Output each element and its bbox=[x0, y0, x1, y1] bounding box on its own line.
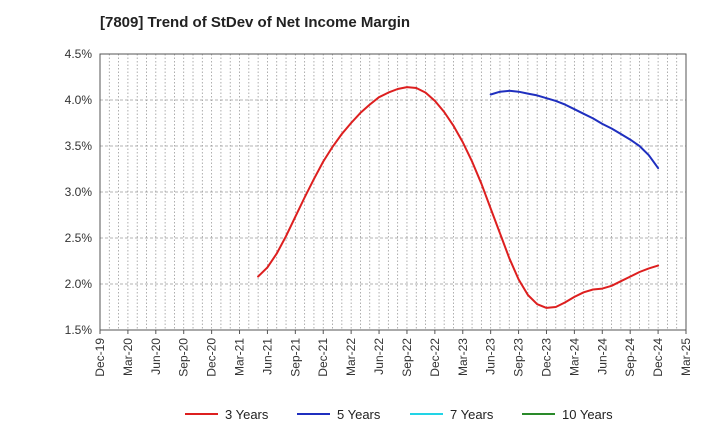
x-tick-label: Dec-19 bbox=[93, 338, 107, 377]
x-tick-label: Mar-20 bbox=[121, 338, 135, 376]
series-lines bbox=[257, 86, 660, 309]
x-tick-label: Dec-24 bbox=[651, 338, 665, 377]
legend-label-7-years: 7 Years bbox=[450, 407, 494, 422]
legend-label-10-years: 10 Years bbox=[562, 407, 613, 422]
grid bbox=[100, 54, 686, 330]
chart-title: [7809] Trend of StDev of Net Income Marg… bbox=[100, 14, 411, 31]
x-tick-label: Sep-24 bbox=[623, 338, 637, 377]
x-tick-label: Jun-24 bbox=[595, 338, 609, 375]
y-tick-label: 4.5% bbox=[65, 47, 93, 61]
x-tick-label: Jun-21 bbox=[260, 338, 274, 375]
x-tick-label: Mar-23 bbox=[456, 338, 470, 376]
axes: 1.5% 2.0% 2.5% 3.0% 3.5% 4.0% 4.5% Dec-19 Mar-20… bbox=[65, 47, 693, 377]
y-tick-label: 2.5% bbox=[65, 231, 93, 245]
legend-label-3-years: 3 Years bbox=[225, 407, 269, 422]
series-line-3-years bbox=[257, 86, 660, 309]
x-tick-label: Sep-21 bbox=[288, 338, 302, 377]
y-tick-label: 3.0% bbox=[65, 185, 93, 199]
legend-label-5-years: 5 Years bbox=[337, 407, 381, 422]
plot-border bbox=[99, 53, 687, 331]
x-tick-label: Mar-21 bbox=[233, 338, 247, 376]
y-tick-label: 1.5% bbox=[65, 323, 93, 337]
x-tick-label: Jun-23 bbox=[484, 338, 498, 375]
x-tick-label: Sep-22 bbox=[400, 338, 414, 377]
x-tick-label: Dec-21 bbox=[316, 338, 330, 377]
legend: 3 Years 5 Years 7 Years 10 Years bbox=[185, 407, 613, 422]
x-tick-label: Jun-20 bbox=[149, 338, 163, 375]
y-tick-label: 4.0% bbox=[65, 93, 93, 107]
y-tick-label: 3.5% bbox=[65, 139, 93, 153]
x-tick-label: Dec-20 bbox=[205, 338, 219, 377]
x-tick-label: Sep-23 bbox=[512, 338, 526, 377]
x-tick-label: Mar-24 bbox=[567, 338, 581, 376]
x-tick-label: Dec-22 bbox=[428, 338, 442, 377]
x-tick-label: Jun-22 bbox=[372, 338, 386, 375]
series-line-5-years bbox=[489, 89, 660, 170]
x-tick-label: Sep-20 bbox=[177, 338, 191, 377]
x-tick-label: Mar-22 bbox=[344, 338, 358, 376]
x-tick-label: Dec-23 bbox=[539, 338, 553, 377]
x-tick-label: Mar-25 bbox=[679, 338, 693, 376]
y-tick-label: 2.0% bbox=[65, 277, 93, 291]
